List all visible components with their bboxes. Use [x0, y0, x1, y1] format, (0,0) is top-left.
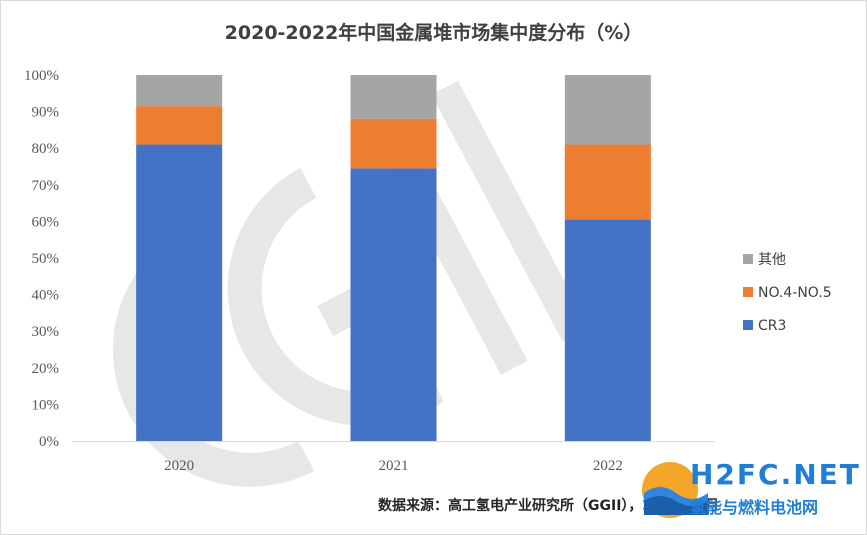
y-tick-label: 70% [32, 178, 60, 194]
bar-segment [136, 106, 223, 145]
y-tick-label: 40% [32, 288, 60, 304]
legend-swatch [743, 320, 753, 330]
bar-segment [136, 144, 223, 442]
x-axis: 2020 2021 2022 [72, 441, 715, 474]
data-source-note: 数据来源：高工氢电产业研究所（GGII），2023年5月 [378, 498, 720, 514]
x-tick-label: 2022 [593, 458, 623, 474]
y-tick-label: 100% [24, 68, 59, 84]
bar-segment [564, 144, 651, 220]
watermark-site: H2FC.NET [690, 458, 861, 491]
bar-segment [350, 118, 437, 169]
y-tick-label: 0% [39, 434, 59, 450]
legend: 其他 NO.4-NO.5 CR3 [743, 252, 832, 334]
h2fc-logo [642, 462, 708, 518]
bar-segment [136, 75, 223, 107]
y-tick-label: 90% [32, 105, 60, 121]
y-tick-label: 20% [32, 361, 60, 377]
y-tick-label: 50% [32, 251, 60, 267]
bar-segment [564, 75, 651, 145]
legend-label: CR3 [758, 318, 786, 334]
bar-segment [350, 75, 437, 119]
y-tick-label: 30% [32, 324, 60, 340]
legend-swatch [743, 287, 753, 297]
legend-label: NO.4-NO.5 [758, 285, 832, 301]
bar-segment [564, 219, 651, 441]
legend-label: 其他 [758, 252, 786, 268]
chart-title: 2020-2022年中国金属堆市场集中度分布（%） [224, 22, 643, 44]
y-tick-label: 10% [32, 397, 60, 413]
x-tick-label: 2021 [379, 458, 409, 474]
y-axis: 0% 10% 20% 30% 40% 50% 60% 70% 80% 90% 100% [24, 68, 59, 450]
bar-segment [350, 168, 437, 441]
legend-swatch [743, 254, 753, 264]
x-tick-label: 2020 [164, 458, 194, 474]
watermark-site-name: 氢能与燃料电池网 [690, 498, 819, 517]
y-tick-label: 60% [32, 214, 60, 230]
bar-stack-area [136, 75, 651, 442]
y-tick-label: 80% [32, 141, 60, 157]
